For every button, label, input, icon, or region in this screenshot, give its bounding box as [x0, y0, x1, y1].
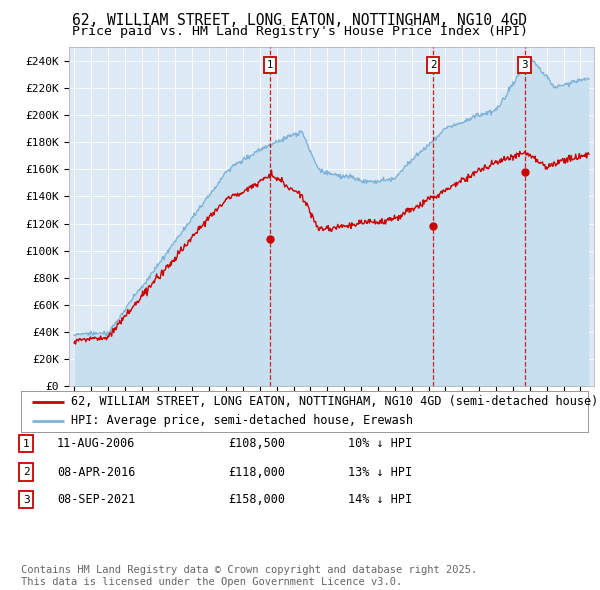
- Text: £158,000: £158,000: [228, 493, 285, 506]
- Text: 11-AUG-2006: 11-AUG-2006: [57, 437, 136, 450]
- Text: 3: 3: [521, 60, 528, 70]
- Text: 3: 3: [23, 495, 30, 504]
- Text: 10% ↓ HPI: 10% ↓ HPI: [348, 437, 412, 450]
- Text: 2: 2: [23, 467, 30, 477]
- Text: 62, WILLIAM STREET, LONG EATON, NOTTINGHAM, NG10 4GD (semi-detached house): 62, WILLIAM STREET, LONG EATON, NOTTINGH…: [71, 395, 598, 408]
- Text: 08-SEP-2021: 08-SEP-2021: [57, 493, 136, 506]
- Text: 1: 1: [267, 60, 274, 70]
- Text: £108,500: £108,500: [228, 437, 285, 450]
- Text: 13% ↓ HPI: 13% ↓ HPI: [348, 466, 412, 478]
- Text: 08-APR-2016: 08-APR-2016: [57, 466, 136, 478]
- Text: Contains HM Land Registry data © Crown copyright and database right 2025.
This d: Contains HM Land Registry data © Crown c…: [21, 565, 477, 587]
- Text: £118,000: £118,000: [228, 466, 285, 478]
- Text: 62, WILLIAM STREET, LONG EATON, NOTTINGHAM, NG10 4GD: 62, WILLIAM STREET, LONG EATON, NOTTINGH…: [73, 13, 527, 28]
- Text: 1: 1: [23, 439, 30, 448]
- Text: HPI: Average price, semi-detached house, Erewash: HPI: Average price, semi-detached house,…: [71, 414, 413, 427]
- Text: 2: 2: [430, 60, 436, 70]
- Text: 14% ↓ HPI: 14% ↓ HPI: [348, 493, 412, 506]
- Text: Price paid vs. HM Land Registry's House Price Index (HPI): Price paid vs. HM Land Registry's House …: [72, 25, 528, 38]
